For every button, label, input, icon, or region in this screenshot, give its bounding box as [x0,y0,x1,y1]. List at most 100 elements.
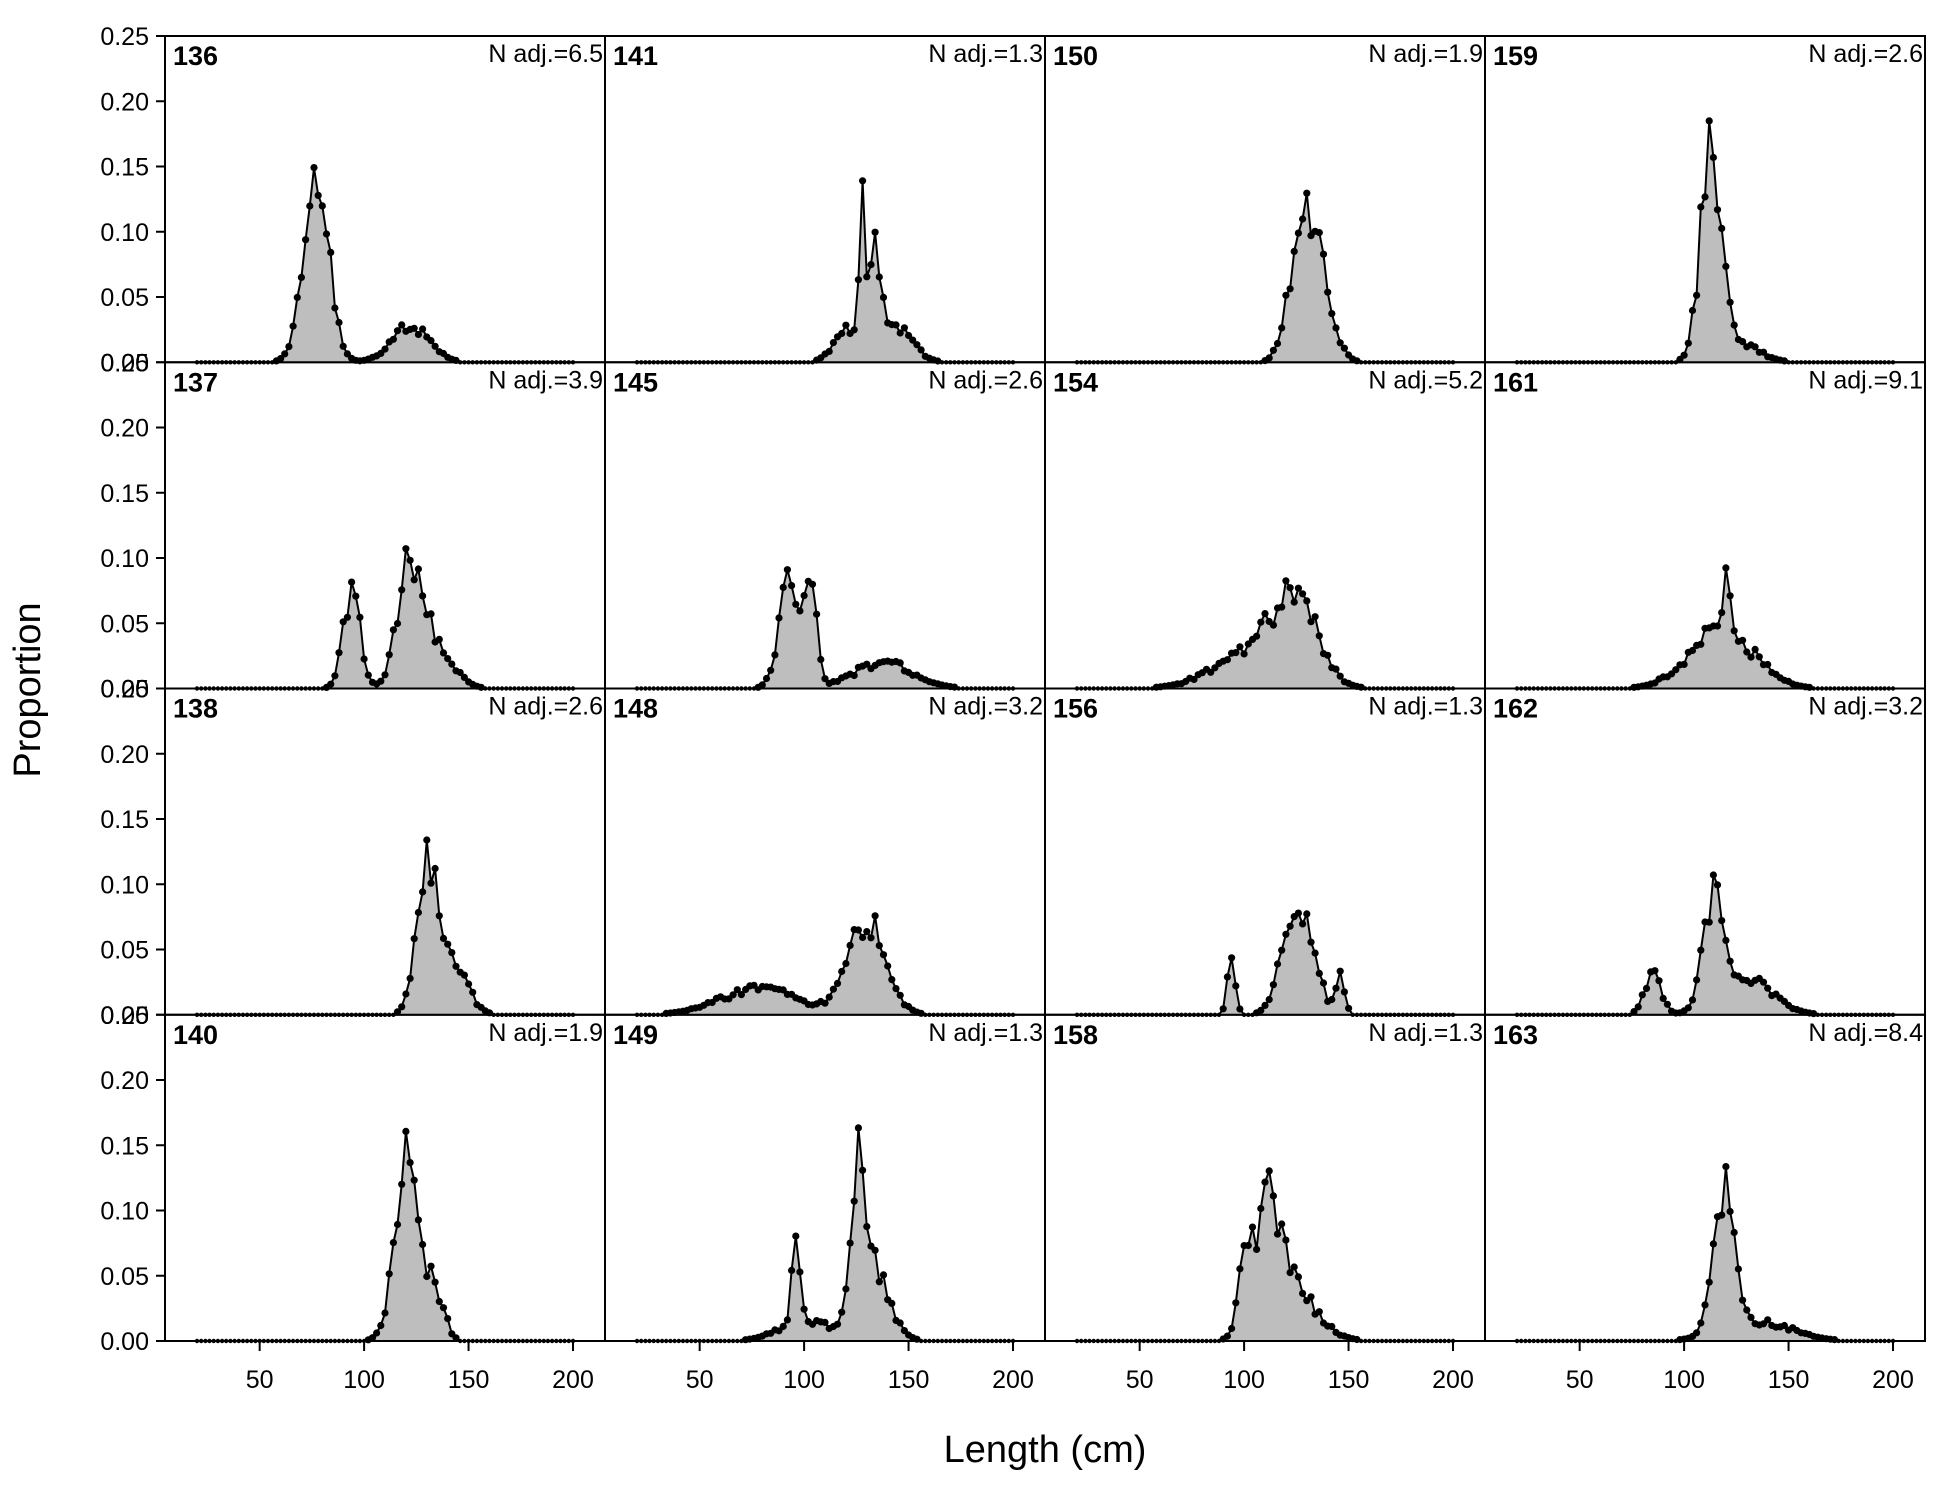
data-point [850,1197,858,1205]
data-point [1751,645,1759,654]
data-point [1680,351,1688,359]
data-point [293,293,301,301]
data-point [1722,564,1730,572]
data-point [1759,978,1768,986]
data-point [435,1297,443,1306]
data-point [322,230,331,238]
y-tick-label: 0.10 [100,871,149,899]
y-tick-label: 0.25 [100,23,149,51]
n-adj-label: N adj.=6.5 [488,40,603,68]
data-point [892,985,900,993]
data-point [879,293,888,301]
data-point [1273,960,1282,968]
data-point [1261,610,1269,618]
x-tick-label: 100 [343,1366,385,1394]
data-point [762,674,771,683]
data-point [1294,584,1302,592]
data-point [327,680,335,688]
data-point [1319,250,1328,258]
data-point [1240,650,1248,658]
data-point [859,177,867,185]
data-point [1299,215,1307,223]
y-axis-title: Proportion [7,602,49,777]
y-axis: 0.000.050.100.150.200.250.000.050.100.15… [100,23,166,1356]
data-point [1303,597,1311,605]
data-point [1739,338,1747,346]
distribution-line [637,180,1013,364]
panel-id-label: 136 [173,41,218,71]
x-tick-label: 150 [1768,1366,1810,1394]
data-point [1634,1003,1642,1011]
data-point [1697,946,1705,954]
data-point [788,1266,796,1274]
x-tick-label: 200 [1872,1366,1914,1394]
n-adj-label: N adj.=1.3 [1368,693,1483,721]
panel-frame [1044,687,1486,1016]
distribution-line [197,548,573,690]
y-tick-label: 0.15 [100,806,149,834]
distribution-line [197,167,573,364]
data-point [1684,1004,1692,1012]
panel-frame [164,361,606,690]
data-point [414,330,422,339]
y-tick-label: 0.05 [100,937,149,965]
y-tick-label: 0.05 [100,284,149,312]
data-point [423,1272,431,1281]
data-point [1248,1223,1257,1231]
panel-id-label: 145 [613,367,658,397]
data-point [867,934,875,942]
x-axis: 50 100 150 200 50 100 150 200 50 100 150 200 50 100 15… [165,1340,1925,1394]
data-point [444,1315,452,1323]
data-point [431,1278,439,1286]
x-tick-label: 100 [1663,1366,1705,1394]
data-point [879,951,888,959]
data-point [813,610,821,618]
data-point [1332,665,1340,673]
data-point [456,668,464,677]
y-tick-label: 0.00 [100,1002,149,1030]
data-point [896,659,904,667]
panel-id-label: 149 [613,1020,658,1050]
panels-group: 136 N adj.=6.5 141 N adj.=1.3 150 N adj.=1.9 1… [164,35,1926,1344]
data-point [1219,1005,1227,1013]
data-point [850,326,858,334]
data-point [335,318,343,327]
data-point [863,273,871,281]
data-point [419,325,427,333]
data-point [1236,643,1244,651]
data-point [779,986,787,994]
data-point [1315,969,1323,978]
data-point [352,592,360,600]
data-point [331,304,339,312]
data-point [1713,206,1722,214]
data-point [414,908,422,917]
data-point [1336,339,1344,347]
y-tick-label: 0.25 [100,349,149,377]
data-point [1726,298,1734,306]
panel-156: 156 N adj.=1.3 [1044,687,1486,1017]
y-tick-label: 0.10 [100,1198,149,1226]
data-point [1697,1319,1705,1327]
data-point [1269,621,1277,629]
data-point [1286,285,1294,293]
data-point [302,236,310,244]
data-point [758,681,766,689]
data-point [448,660,456,668]
panel-145: 145 N adj.=2.6 [604,361,1046,691]
data-point [875,273,883,281]
x-tick-label: 100 [1223,1366,1265,1394]
data-point [854,926,863,934]
data-point [393,619,402,628]
data-point [1764,1316,1772,1324]
data-point [1290,598,1298,606]
data-point [775,614,783,622]
data-point [1718,609,1726,617]
data-point [1265,1167,1273,1175]
data-point [1705,918,1713,926]
panel-frame [604,35,1046,364]
data-point [917,346,925,354]
data-point [335,649,343,657]
x-axis-title: Length (cm) [944,1429,1147,1471]
data-point [1286,1269,1294,1277]
